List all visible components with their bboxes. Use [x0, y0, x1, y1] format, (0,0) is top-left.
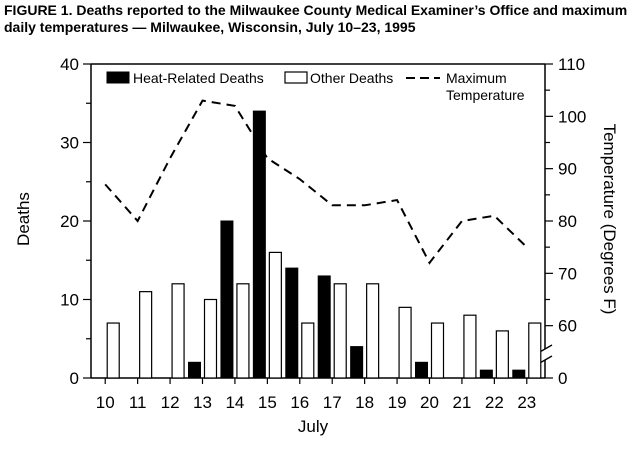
temperature-line [104, 99, 528, 265]
other-deaths-bar [463, 314, 477, 379]
other-deaths-bar [430, 322, 445, 379]
figure-title: FIGURE 1. Deaths reported to the Milwauk… [4, 2, 628, 35]
other-deaths-bar [366, 283, 380, 379]
other-deaths-bar [301, 322, 315, 379]
x-tick-label: 18 [355, 393, 374, 412]
legend-temperature-label: Maximum [446, 70, 507, 86]
y-tick-label: 40 [60, 55, 79, 74]
y2-tick-label: 100 [558, 107, 586, 126]
other-deaths-bar [106, 322, 120, 379]
heat-related-bar [188, 361, 201, 379]
heat-related-bar [285, 267, 299, 379]
y-axis-label: Deaths [14, 192, 33, 246]
x-tick-label: 13 [193, 393, 212, 412]
y-tick-label: 20 [60, 212, 79, 231]
x-tick-label: 17 [323, 393, 342, 412]
x-tick-label: 14 [225, 393, 244, 412]
heat-related-bar [350, 346, 364, 379]
other-deaths-bar [171, 283, 185, 379]
heat-related-bar [479, 369, 493, 379]
other-deaths-bar [236, 283, 250, 379]
y-tick-label: 0 [70, 369, 79, 388]
x-tick-label: 10 [96, 393, 115, 412]
heat-related-bar [220, 220, 234, 379]
legend-other-label: Other Deaths [310, 70, 393, 86]
x-axis: 10 11 12 13 14 15 16 17 18 19 20 21 22 23 [96, 378, 536, 412]
other-deaths-bar [495, 330, 509, 379]
heat-related-bar [317, 275, 331, 379]
y2-tick-label: 0 [558, 369, 567, 388]
x-tick-label: 23 [517, 393, 536, 412]
legend-heat-swatch [106, 71, 130, 84]
legend-other-swatch [284, 71, 308, 84]
left-axis: 0 10 20 30 40 [60, 55, 91, 388]
legend-heat-label: Heat-Related Deaths [133, 70, 264, 86]
maximum-temperature-line [104, 99, 528, 265]
x-tick-label: 15 [258, 393, 277, 412]
heat-related-bar [512, 369, 526, 379]
other-deaths-bar [268, 251, 282, 379]
other-deaths-bar [528, 322, 542, 379]
y2-tick-label: 80 [558, 212, 577, 231]
y2-axis-label: Temperature (Degrees F) [600, 124, 619, 315]
right-axis: 0 60 70 80 90 100 110 [545, 55, 586, 388]
y2-tick-label: 90 [558, 160, 577, 179]
y2-tick-label: 110 [558, 55, 585, 74]
x-tick-label: 19 [388, 393, 407, 412]
other-deaths-bar [398, 306, 412, 379]
x-tick-label: 11 [129, 393, 147, 412]
y-tick-label: 10 [60, 291, 79, 310]
x-tick-label: 12 [161, 393, 180, 412]
legend: Heat-Related Deaths Other Deaths MaximumTe… [106, 70, 525, 103]
x-tick-label: 21 [452, 393, 471, 412]
bars [106, 110, 542, 379]
x-tick-label: 22 [485, 393, 504, 412]
other-deaths-bar [203, 298, 218, 379]
x-axis-label: July [298, 417, 329, 436]
other-deaths-bar [333, 283, 347, 379]
y2-tick-label: 60 [558, 317, 577, 336]
y-tick-label: 30 [60, 134, 79, 153]
x-tick-label: 16 [290, 393, 309, 412]
x-tick-label: 20 [420, 393, 439, 412]
heat-related-bar [415, 361, 428, 379]
heat-related-bar [252, 110, 266, 379]
other-deaths-bar [139, 291, 153, 379]
legend-temperature-label: Temperature [446, 87, 525, 103]
y2-tick-label: 70 [558, 264, 577, 283]
